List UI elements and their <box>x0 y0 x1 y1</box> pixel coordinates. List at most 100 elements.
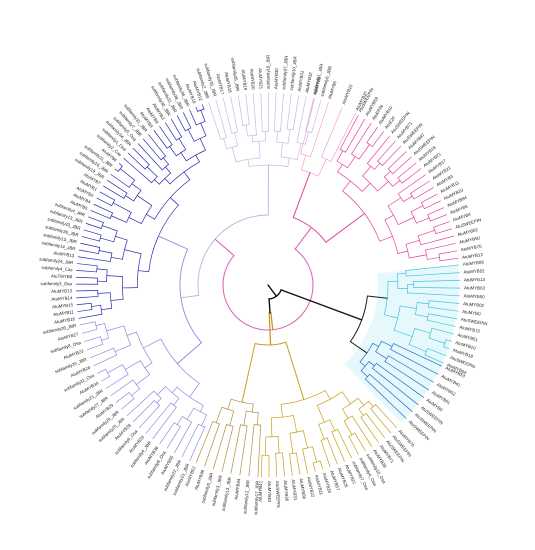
branch <box>97 292 111 294</box>
branch <box>428 313 458 320</box>
branch <box>106 325 125 332</box>
branch <box>84 336 101 342</box>
leaf-label: AtuMYB31 <box>291 479 299 501</box>
leaf-label: AtuMYB27 <box>57 331 79 341</box>
leaf-label: AtuMYB32 <box>304 71 313 93</box>
branch <box>342 180 351 192</box>
leaf-label: AtuMYB13 <box>51 288 73 294</box>
branch <box>187 129 195 142</box>
branch <box>324 390 331 400</box>
leaf-label: subfamily18_JBR <box>266 55 271 89</box>
branch <box>258 140 261 159</box>
branch <box>387 197 402 207</box>
branch <box>93 354 118 367</box>
leaf-label: AtuMYB18 <box>452 347 474 359</box>
branch <box>118 163 123 167</box>
branch <box>88 216 104 223</box>
branch <box>139 405 160 429</box>
branch <box>170 118 182 138</box>
branch <box>176 115 186 132</box>
branch <box>157 386 167 396</box>
branch <box>358 144 370 160</box>
branch <box>212 424 227 470</box>
branch <box>397 250 409 254</box>
branch <box>132 147 150 166</box>
branch <box>415 314 429 318</box>
branch <box>215 99 227 138</box>
leaf-label: AtuMYB13 <box>53 250 75 258</box>
root-branch <box>267 284 278 297</box>
branch <box>381 340 393 347</box>
backbone-branch <box>241 343 256 403</box>
branch <box>106 179 128 194</box>
branch <box>169 146 177 157</box>
branch <box>99 237 115 243</box>
leaf-label: AtuMYB08 <box>463 259 485 266</box>
leaf-label: AtuMYB20 <box>249 68 256 90</box>
branch <box>293 415 298 433</box>
branch <box>287 128 291 144</box>
branch <box>339 115 359 150</box>
branch <box>375 351 388 359</box>
leaf-label: AtuMYB16 <box>54 316 76 325</box>
branch <box>165 166 172 174</box>
branch <box>97 368 106 374</box>
branch <box>343 420 353 436</box>
branch <box>204 423 220 467</box>
branch <box>382 145 402 166</box>
branch <box>79 321 96 326</box>
leaf-label: subfamily10_JBR <box>289 56 298 91</box>
branch <box>95 323 105 326</box>
branch <box>152 406 177 439</box>
branch <box>154 179 160 185</box>
branch <box>75 276 99 279</box>
branch <box>280 403 283 418</box>
branch <box>183 171 191 181</box>
leaf-label: AtuMYB23 <box>63 348 85 360</box>
branch <box>410 205 424 213</box>
branch <box>110 174 130 188</box>
leaf-label: AtuMYB41 <box>258 480 264 502</box>
branch <box>405 264 460 271</box>
branch <box>342 408 349 419</box>
backbone-branch <box>294 226 312 250</box>
branch <box>230 96 239 133</box>
leaf-label: AtuMYB11 <box>53 309 75 317</box>
backbone-branch <box>214 238 235 257</box>
branch <box>81 329 98 334</box>
branch <box>183 112 192 129</box>
leaf-label: AtuMYB19 <box>241 69 248 91</box>
branch <box>326 437 338 465</box>
branch <box>405 272 460 277</box>
branch <box>445 339 452 342</box>
branch <box>331 431 345 462</box>
branch <box>257 424 261 478</box>
branch <box>370 408 391 434</box>
branch <box>302 430 308 449</box>
leaf-label: AtuMYB51 <box>457 332 479 342</box>
branch <box>85 223 102 229</box>
branch <box>81 236 100 242</box>
leaf-label: AtuMYB40 <box>267 481 272 503</box>
leaf-label: AtuMYB18 <box>224 72 233 94</box>
leaf-label: AtuSWEEPIN <box>275 481 281 508</box>
leaf-label: AtuMYB21 <box>258 68 264 90</box>
branch <box>243 410 247 426</box>
branch <box>260 454 263 478</box>
branch <box>296 96 307 143</box>
branch <box>406 292 461 297</box>
branch <box>277 436 280 454</box>
branch <box>76 263 98 267</box>
branch <box>443 346 450 350</box>
branch <box>384 361 430 391</box>
branch <box>121 398 135 410</box>
branch <box>312 462 316 472</box>
leaf-label: subfamily4_Cas <box>41 265 73 272</box>
branch <box>300 98 315 155</box>
branch <box>408 344 427 353</box>
branch <box>410 180 430 194</box>
branch <box>428 337 446 344</box>
branch <box>280 93 284 132</box>
branch <box>93 203 113 214</box>
branch <box>123 157 152 184</box>
